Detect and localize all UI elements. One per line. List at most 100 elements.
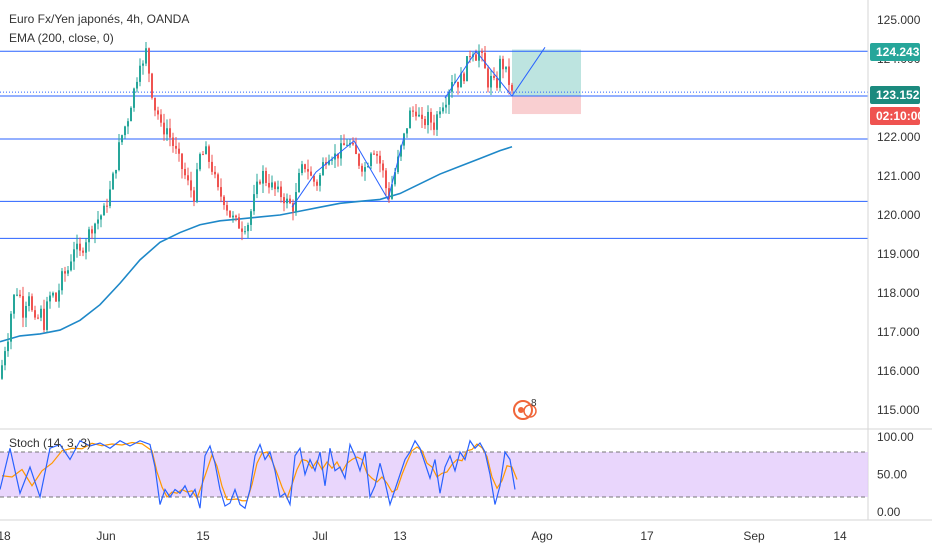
candle-body xyxy=(37,317,39,319)
candle-body xyxy=(406,128,408,134)
candle-body xyxy=(358,154,360,166)
candle-body xyxy=(355,144,357,155)
candle-body xyxy=(121,135,123,143)
candle-body xyxy=(43,308,45,330)
candle-body xyxy=(439,111,441,115)
time-tick-label: Jun xyxy=(96,529,115,543)
candle-body xyxy=(61,271,63,291)
candle-body xyxy=(301,164,303,173)
candle-body xyxy=(493,75,495,78)
candle-body xyxy=(94,223,96,234)
candle-body xyxy=(136,81,138,89)
candle-body xyxy=(490,75,492,88)
candle-body xyxy=(226,205,228,211)
candle-body xyxy=(232,215,234,218)
candle-body xyxy=(412,110,414,112)
candle-body xyxy=(157,110,159,115)
horizontal-levels[interactable] xyxy=(0,50,868,239)
candle-body xyxy=(49,295,51,302)
candle-body xyxy=(196,169,198,202)
candle-body xyxy=(310,171,312,176)
candle-body xyxy=(448,91,450,105)
candle-body xyxy=(364,167,366,172)
stoch-tick-label: 50.00 xyxy=(877,468,907,482)
candle-body xyxy=(418,114,420,117)
candle-body xyxy=(208,146,210,162)
time-tick-label: Jul xyxy=(312,529,327,543)
candle-body xyxy=(478,51,480,61)
candle-body xyxy=(322,162,324,176)
time-tick-label: 17 xyxy=(640,529,654,543)
event-marker[interactable]: 8 xyxy=(513,398,537,420)
candle-body xyxy=(34,310,36,318)
event-ring-inner xyxy=(523,404,537,418)
time-tick-label: 15 xyxy=(196,529,210,543)
candle-body xyxy=(145,48,147,64)
target-price-badge: 124.243 xyxy=(876,45,920,59)
candle-body xyxy=(316,181,318,186)
projection-drawing xyxy=(444,47,546,99)
event-dot xyxy=(518,407,524,413)
candle-body xyxy=(223,196,225,206)
candle-body xyxy=(31,296,33,311)
candle-body xyxy=(304,164,306,170)
candle-body xyxy=(424,118,426,126)
candle-body xyxy=(217,174,219,188)
candle-body xyxy=(79,243,81,251)
candle-body xyxy=(52,292,54,296)
candle-body xyxy=(277,186,279,190)
candle-body xyxy=(133,88,135,108)
candle-body xyxy=(190,180,192,191)
candle-body xyxy=(229,210,231,218)
candle-body xyxy=(97,219,99,224)
candle-body xyxy=(379,155,381,164)
candle-body xyxy=(505,66,507,70)
candle-body xyxy=(421,114,423,119)
candle-body xyxy=(55,292,57,302)
candle-body xyxy=(319,175,321,186)
candle-body xyxy=(391,184,393,199)
candle-body xyxy=(286,198,288,204)
candle-body xyxy=(172,137,174,146)
candle-body xyxy=(67,270,69,274)
candle-body xyxy=(499,58,501,88)
stoch-tick-label: 0.00 xyxy=(877,505,901,519)
candle-body xyxy=(241,228,243,232)
candle-body xyxy=(184,169,186,176)
indicator-label[interactable]: EMA (200, close, 0) xyxy=(9,31,114,45)
candle-body xyxy=(109,189,111,207)
candle-body xyxy=(115,170,117,174)
candle-body xyxy=(16,294,18,296)
time-tick-label: 13 xyxy=(393,529,407,543)
candle-body xyxy=(148,48,150,74)
candle-body xyxy=(181,153,183,170)
candle-body xyxy=(178,148,180,154)
candle-body xyxy=(502,58,504,70)
candle-body xyxy=(13,294,15,314)
candle-body xyxy=(352,143,354,145)
stoch-k-line xyxy=(0,439,516,510)
candle-body xyxy=(220,187,222,197)
price-tick-label: 120.000 xyxy=(877,208,921,222)
candle-body xyxy=(262,170,264,184)
candle-body xyxy=(103,205,105,216)
candle-body xyxy=(496,77,498,88)
time-tick-label: 14 xyxy=(833,529,847,543)
candle-body xyxy=(202,154,204,156)
candle-body xyxy=(265,170,267,183)
long-position-target-zone[interactable] xyxy=(512,49,581,115)
pattern-drawing[interactable] xyxy=(291,47,546,208)
time-axis[interactable]: 18 Jun 15 Jul 13 Ago 17 Sep 14 xyxy=(0,519,932,543)
time-tick-label: Ago xyxy=(531,529,553,543)
candle-body xyxy=(1,365,3,379)
countdown-badge: 02:10:00 xyxy=(876,109,924,123)
candle-body xyxy=(457,81,459,88)
stochastic-pane[interactable]: 100.00 50.00 0.00 xyxy=(0,428,932,519)
time-tick-label: Sep xyxy=(743,529,765,543)
target-price-badge-bg xyxy=(870,43,920,61)
candle-body xyxy=(88,229,90,243)
candle-body xyxy=(169,128,171,138)
candle-body xyxy=(142,63,144,66)
stoch-label[interactable]: Stoch (14, 3, 3) xyxy=(9,436,92,450)
